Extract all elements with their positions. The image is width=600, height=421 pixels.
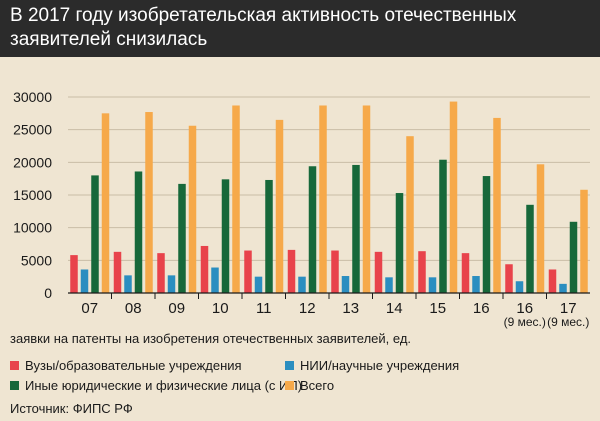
legend-swatch [285,381,294,390]
bars [70,101,588,293]
legend-swatch [10,381,19,390]
bar [395,193,404,293]
bar [254,276,263,293]
x-tick-label: 08 [125,300,142,317]
bar [505,264,513,293]
bar [70,255,78,293]
bar [341,276,350,293]
bar [298,276,306,293]
bar [157,253,165,293]
y-tick-label: 25000 [13,122,52,138]
x-tick-label: 17 [560,300,577,317]
bar [385,277,393,293]
bar [580,189,588,293]
source-note: Источник: ФИПС РФ [10,401,133,416]
bar [569,221,578,293]
y-axis-label: заявки на патенты на изобретения отечест… [10,331,412,346]
title-bar: В 2017 году изобретательская активность … [0,0,600,57]
bar [374,251,383,293]
bar [362,105,371,293]
y-tick-label: 0 [44,285,52,301]
y-tick-label: 15000 [13,187,52,203]
bar [472,276,480,293]
bar [493,117,501,293]
bar [167,275,176,293]
x-tick-label: 13 [342,300,359,317]
x-tick-label: 12 [299,300,316,317]
x-tick-label: 14 [386,300,403,317]
x-tick-label: 07 [81,300,98,317]
bar [200,245,209,293]
bar [559,283,567,293]
legend-swatch [10,361,19,370]
bar [211,267,219,293]
y-tick-label: 30000 [13,89,52,105]
y-tick-label: 10000 [13,220,52,236]
bar [461,253,470,293]
bar [91,175,99,293]
legend-swatch [285,361,294,370]
bar [482,176,491,293]
bar [515,281,524,293]
bar [536,164,545,293]
legend: Вузы/образовательные учреждения НИИ/научн… [10,358,590,398]
x-tick-label: 15 [429,300,446,317]
bar [418,251,426,293]
x-tick-label: (9 мес.) [504,315,546,329]
legend-label: Вузы/образовательные учреждения [25,358,242,373]
bar [428,277,437,293]
bar [548,269,557,293]
bar [449,101,458,293]
x-tick-label: (9 мес.) [547,315,589,329]
bar [80,269,89,293]
gridlines [68,96,590,294]
bar [287,249,296,293]
bar [145,112,153,293]
x-tick-label: 16 [473,300,490,317]
bar [352,164,360,293]
bar [101,113,110,293]
bar [188,125,197,293]
bar [113,251,122,293]
bar [265,179,273,293]
legend-label: Иные юридические и физические лица (с ИП… [25,378,303,393]
bar [221,179,230,293]
y-tick-label: 20000 [13,154,52,170]
chart-title: В 2017 году изобретательская активность … [10,5,517,50]
bar [124,275,132,293]
bar [275,119,284,293]
x-tick-label: 11 [256,300,272,317]
axes: 0 5000 10000 15000 20000 25000 30000 07 08 09 10 11… [13,89,590,329]
bar [308,166,317,293]
bar [319,105,327,293]
bar [244,250,252,293]
bar [178,183,186,293]
bar [232,105,240,293]
bar [526,204,534,293]
bar [331,250,339,293]
y-tick-label: 5000 [21,252,52,268]
x-tick-label: 16 [516,300,533,317]
x-tick-label: 09 [168,300,185,317]
x-tick-label: 10 [212,300,229,317]
legend-label: НИИ/научные учреждения [300,358,460,373]
legend-label: Всего [300,378,335,393]
bar [134,171,143,293]
bar [439,159,447,293]
bar [406,136,414,293]
